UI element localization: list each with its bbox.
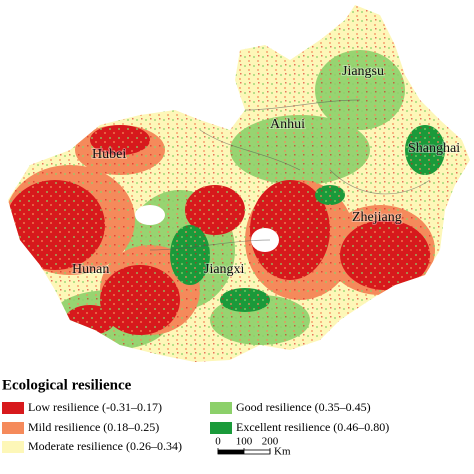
legend-label: Good resilience (0.35–0.45) — [236, 400, 371, 414]
resilience-map — [8, 5, 470, 362]
legend-label: Mild resilience (0.18–0.25) — [28, 420, 159, 434]
legend-label: Excellent resilience (0.46–0.80) — [236, 420, 389, 434]
region-label: Shanghai — [408, 141, 460, 156]
scale-label: 200 — [262, 436, 279, 448]
region-label: Zhejiang — [352, 210, 402, 225]
province-boundaries — [149, 99, 431, 251]
legend-label: Moderate resilience (0.26–0.34) — [28, 439, 182, 453]
region-label: Hubei — [92, 147, 126, 162]
region-label: Jiangsu — [342, 64, 384, 79]
legend-swatch — [2, 422, 24, 434]
region-label: Anhui — [270, 117, 305, 132]
legend-swatch — [2, 402, 24, 414]
region-label: Jiangxi — [204, 262, 245, 277]
scale-label: 100 — [236, 436, 253, 448]
legend-swatch — [210, 402, 232, 414]
scale-unit: Km — [274, 446, 291, 458]
legend: Low resilience (-0.31–0.17) Mild resilien… — [2, 400, 389, 453]
scale-label: 0 — [215, 436, 221, 448]
legend-title: Ecological resilience — [2, 377, 132, 393]
scale-bar-fill — [218, 450, 244, 454]
legend-swatch — [210, 422, 232, 434]
legend-swatch — [2, 441, 24, 453]
region-label: Hunan — [72, 262, 109, 277]
legend-label: Low resilience (-0.31–0.17) — [28, 400, 162, 414]
